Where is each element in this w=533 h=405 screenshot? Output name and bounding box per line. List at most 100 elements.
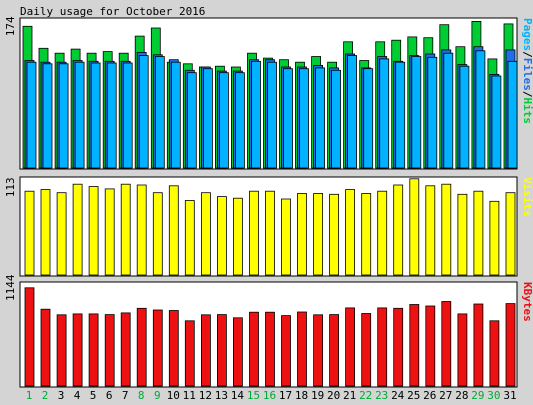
bar-visits-day-22: [361, 193, 372, 276]
bar-kbytes-day-8: [136, 307, 147, 387]
bar-pages-day-14: [234, 72, 245, 169]
bar-kbytes-day-3: [56, 314, 67, 387]
bar-kbytes-day-15: [249, 311, 259, 387]
bar-visits-day-3: [56, 192, 67, 276]
bar-pages-day-21: [347, 55, 358, 169]
bar-pages-day-20: [331, 69, 342, 169]
bar-pages-day-6: [106, 62, 117, 169]
day-label-22: 22: [359, 389, 372, 402]
bar-pages-day-23: [379, 58, 390, 169]
kbytes-panel: 1144 KBytes: [4, 274, 533, 388]
day-label-11: 11: [183, 389, 196, 402]
bar-visits-day-23: [377, 190, 388, 276]
legend-part: Hits: [521, 98, 533, 125]
bar-pages-day-2: [42, 63, 53, 169]
bar-pages-day-31: [507, 60, 518, 169]
legend-part: /: [521, 91, 533, 98]
bar-pages-day-25: [411, 56, 422, 169]
day-label-1: 1: [26, 389, 33, 402]
day-label-2: 2: [42, 389, 49, 402]
bar-pages-day-9: [154, 56, 165, 169]
legend-part: /: [521, 51, 533, 58]
bar-kbytes-day-16: [265, 311, 275, 387]
legend-part: Files: [521, 58, 533, 91]
day-label-24: 24: [391, 389, 405, 402]
bar-visits-day-17: [281, 198, 291, 276]
day-label-29: 29: [471, 389, 484, 402]
bar-visits-day-7: [120, 183, 131, 276]
bar-visits-day-1: [24, 190, 35, 276]
bar-visits-day-26: [425, 185, 436, 276]
bar-kbytes-day-1: [24, 287, 35, 387]
bar-pages-day-4: [74, 61, 85, 169]
bar-pages-day-27: [443, 52, 454, 169]
bar-visits-day-16: [265, 190, 275, 276]
bar-pages-day-18: [299, 68, 309, 169]
day-label-31: 31: [503, 389, 516, 402]
bar-visits-day-30: [489, 200, 500, 276]
bar-pages-day-29: [475, 50, 486, 169]
bar-kbytes-day-5: [88, 313, 99, 387]
bar-kbytes-day-11: [184, 320, 195, 387]
bar-kbytes-day-14: [232, 317, 243, 387]
day-label-15: 15: [247, 389, 260, 402]
bar-kbytes-day-9: [152, 309, 163, 387]
bar-pages-day-3: [58, 63, 69, 169]
bar-pages-day-10: [170, 61, 181, 169]
bar-kbytes-day-17: [281, 315, 291, 387]
day-label-16: 16: [263, 389, 276, 402]
bar-kbytes-day-19: [313, 314, 324, 387]
bar-visits-day-21: [345, 189, 356, 276]
bar-kbytes-day-7: [120, 312, 131, 387]
bar-pages-day-19: [315, 67, 326, 169]
bar-kbytes-day-10: [168, 310, 179, 387]
bar-visits-day-12: [200, 192, 211, 276]
bar-visits-day-31: [505, 192, 516, 276]
bar-kbytes-day-31: [505, 303, 516, 387]
bar-kbytes-day-6: [104, 314, 115, 387]
bar-kbytes-day-21: [345, 307, 356, 387]
day-label-12: 12: [199, 389, 212, 402]
day-label-8: 8: [138, 389, 145, 402]
series-legend: Visits: [521, 177, 533, 217]
bar-pages-day-16: [267, 61, 277, 169]
bar-kbytes-day-28: [457, 313, 468, 387]
bar-kbytes-day-2: [40, 308, 51, 387]
bar-kbytes-day-4: [72, 313, 83, 387]
day-label-19: 19: [311, 389, 324, 402]
bar-visits-day-8: [136, 184, 147, 276]
bar-pages-day-28: [459, 65, 470, 169]
bar-kbytes-day-20: [329, 314, 340, 387]
bar-pages-day-8: [138, 55, 149, 169]
bar-visits-day-25: [409, 178, 420, 276]
day-labels: 1 2 3 4 5 6 7 8 9 10 11 12 13 14 15 16 17 18 19 20 21 22 23 24 2…: [26, 389, 517, 402]
day-label-25: 25: [407, 389, 420, 402]
bar-pages-day-22: [363, 68, 374, 169]
bar-pages-day-26: [427, 56, 438, 169]
day-label-20: 20: [327, 389, 340, 402]
bar-visits-day-20: [329, 193, 340, 276]
day-label-9: 9: [154, 389, 161, 402]
bar-kbytes-day-29: [473, 303, 484, 387]
bar-pages-day-15: [251, 60, 261, 169]
bar-visits-day-18: [297, 193, 307, 276]
bar-kbytes-day-30: [489, 320, 500, 387]
bar-kbytes-day-26: [425, 305, 436, 387]
day-label-5: 5: [90, 389, 97, 402]
bar-kbytes-day-22: [361, 313, 372, 387]
bar-visits-day-10: [168, 185, 179, 276]
day-label-7: 7: [122, 389, 129, 402]
day-label-18: 18: [295, 389, 308, 402]
bar-kbytes-day-13: [216, 314, 227, 387]
bar-visits-day-14: [232, 197, 243, 276]
bar-visits-day-6: [104, 188, 115, 276]
visits-panel: 113 Visits: [4, 176, 533, 277]
bar-visits-day-5: [88, 186, 99, 276]
bar-pages-day-12: [202, 68, 213, 169]
bar-pages-day-5: [90, 62, 101, 169]
day-label-14: 14: [231, 389, 245, 402]
day-label-13: 13: [215, 389, 228, 402]
bar-pages-day-11: [186, 72, 197, 169]
day-label-23: 23: [375, 389, 388, 402]
bar-visits-day-9: [152, 192, 163, 276]
